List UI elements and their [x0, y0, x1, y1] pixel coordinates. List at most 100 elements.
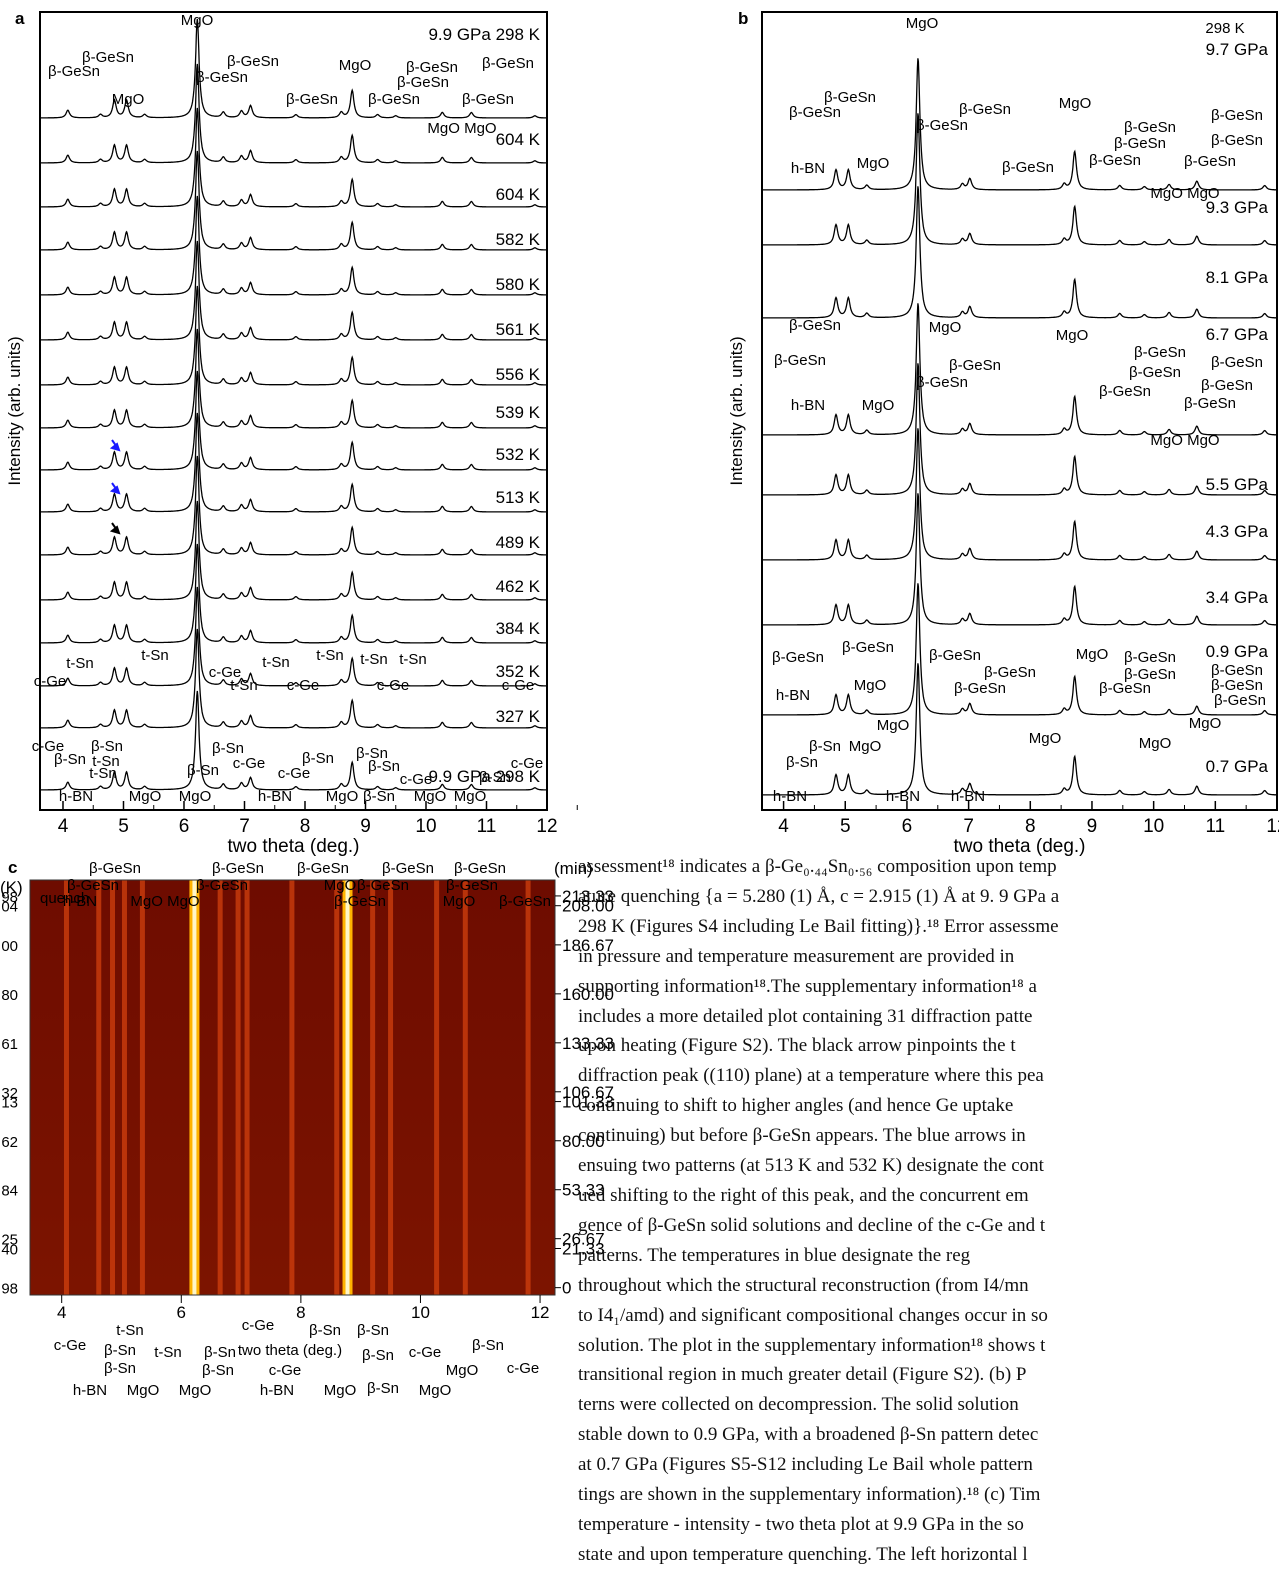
heatmap-streak	[63, 880, 69, 1295]
peak-label: β-Sn	[104, 1360, 136, 1377]
trace-label: 6.7 GPa	[1206, 325, 1269, 344]
peak-label: β-Sn	[104, 1342, 136, 1359]
y-tick-label: 26.67	[562, 1230, 605, 1249]
panel-label: b	[738, 9, 748, 28]
x-tick-label: 8	[1025, 816, 1036, 837]
text-line: continuing) but before β-GeSn appears. T…	[578, 1125, 1026, 1147]
peak-label: MgO MgO	[130, 893, 199, 910]
peak-label: β-GeSn	[297, 860, 349, 877]
peak-label: c-Ge	[377, 677, 410, 694]
trace-label: 9.7 GPa	[1206, 40, 1269, 59]
text-line: ensuing two patterns (at 513 K and 532 K…	[578, 1155, 1044, 1177]
trace-label: 5.5 GPa	[1206, 475, 1269, 494]
peak-label: β-GeSn	[774, 352, 826, 369]
x-tick-label: 6	[902, 816, 913, 837]
left-temperature-label: 25	[1, 1232, 18, 1249]
peak-label: t-Sn	[66, 655, 94, 672]
peak-label: β-GeSn	[454, 860, 506, 877]
plot-frame	[39, 11, 548, 811]
peak-label: c-Ge	[507, 1360, 540, 1377]
peak-label: h-BN	[791, 160, 825, 177]
x-tick-label: 8	[296, 1303, 305, 1322]
peak-label: β-Sn	[479, 769, 511, 786]
heatmap-streak	[244, 880, 250, 1295]
heatmap-streak-core	[345, 880, 350, 1295]
trace-label: 4.3 GPa	[1206, 522, 1269, 541]
peak-label: 298 K	[1205, 20, 1244, 37]
y-tick-label: 101.33	[562, 1093, 614, 1112]
y-tick-label: 80.00	[562, 1132, 605, 1151]
peak-label: MgO	[862, 397, 895, 414]
x-tick-label: 7	[239, 816, 250, 837]
peak-label: t-Sn	[360, 651, 388, 668]
trace-label: 604 K	[496, 130, 541, 149]
diffraction-pattern	[40, 195, 547, 296]
peak-label: h-BN	[258, 788, 292, 805]
peak-label: β-GeSn	[1002, 159, 1054, 176]
panel-label: c	[8, 858, 17, 877]
peak-label: β-GeSn	[1211, 354, 1263, 371]
peak-label: MgO	[326, 788, 359, 805]
peak-label: β-Sn	[212, 740, 244, 757]
diffraction-pattern	[762, 663, 1277, 796]
peak-label: β-GeSn	[382, 860, 434, 877]
left-temperature-label: 62	[1, 1134, 18, 1151]
text-line: in pressure and temperature measurement …	[578, 945, 1015, 967]
trace-label: 539 K	[496, 403, 541, 422]
peak-label: β-GeSn	[1124, 119, 1176, 136]
peak-label: β-Sn	[91, 738, 123, 755]
peak-label: t-Sn	[141, 647, 169, 664]
y-axis-label: Intensity (arb. units)	[5, 336, 24, 485]
x-tick-label: 12	[536, 816, 557, 837]
arrow	[109, 439, 121, 452]
trace-label: 3.4 GPa	[1206, 588, 1269, 607]
peak-label: β-GeSn	[368, 91, 420, 108]
x-tick-label: 11	[1205, 816, 1225, 837]
text-line: includes a more detailed plot containing…	[578, 1005, 1033, 1027]
peak-label: β-GeSn	[89, 860, 141, 877]
peak-label: MgO MgO	[427, 120, 496, 137]
x-tick-label: 4	[58, 816, 69, 837]
left-temperature-label: 13	[1, 1095, 18, 1112]
x-tick-label: 10	[1143, 816, 1164, 837]
heatmap-note: quench	[40, 890, 89, 907]
heatmap-streak	[96, 880, 102, 1295]
peak-label: β-Sn	[357, 1322, 389, 1339]
peak-label: MgO	[1056, 327, 1089, 344]
peak-label: β-GeSn	[196, 877, 248, 894]
peak-label: β-GeSn	[286, 91, 338, 108]
left-temperature-label: 84	[1, 1183, 18, 1200]
diffraction-pattern	[762, 428, 1277, 561]
peak-label: β-GeSn	[1089, 152, 1141, 169]
x-tick-label: 9	[360, 816, 371, 837]
trace-label: 489 K	[496, 533, 541, 552]
peak-label: MgO	[906, 15, 939, 32]
x-axis-label: two theta (deg.)	[227, 836, 359, 857]
peak-label: β-GeSn	[1134, 344, 1186, 361]
arrow	[109, 522, 121, 535]
peak-label: β-GeSn	[397, 74, 449, 91]
peak-label: h-BN	[260, 1382, 294, 1399]
peak-label: MgO	[929, 319, 962, 336]
peak-label: h-BN	[951, 788, 985, 805]
peak-label: c-Ge	[400, 771, 433, 788]
diffraction-pattern	[40, 500, 547, 601]
peak-label: β-GeSn	[789, 104, 841, 121]
trace-label: 9.3 GPa	[1206, 198, 1269, 217]
peak-label: β-GeSn	[842, 639, 894, 656]
x-tick-label: 7	[963, 816, 974, 837]
x-tick-label: 8	[300, 816, 311, 837]
peak-label: MgO	[179, 788, 212, 805]
peak-label: β-GeSn	[462, 91, 514, 108]
peak-label: β-Sn	[202, 1362, 234, 1379]
text-line: continuing to shift to higher angles (an…	[578, 1095, 1014, 1117]
peak-label: MgO	[324, 877, 357, 894]
peak-label: t-Sn	[399, 651, 427, 668]
peak-label: h-BN	[776, 687, 810, 704]
trace-label: 532 K	[496, 445, 541, 464]
peak-label: c-Ge	[287, 677, 320, 694]
peak-label: β-GeSn	[1214, 692, 1266, 709]
peak-label: c-Ge	[32, 738, 65, 755]
peak-label: t-Sn	[92, 753, 120, 770]
peak-label: β-GeSn	[82, 49, 134, 66]
